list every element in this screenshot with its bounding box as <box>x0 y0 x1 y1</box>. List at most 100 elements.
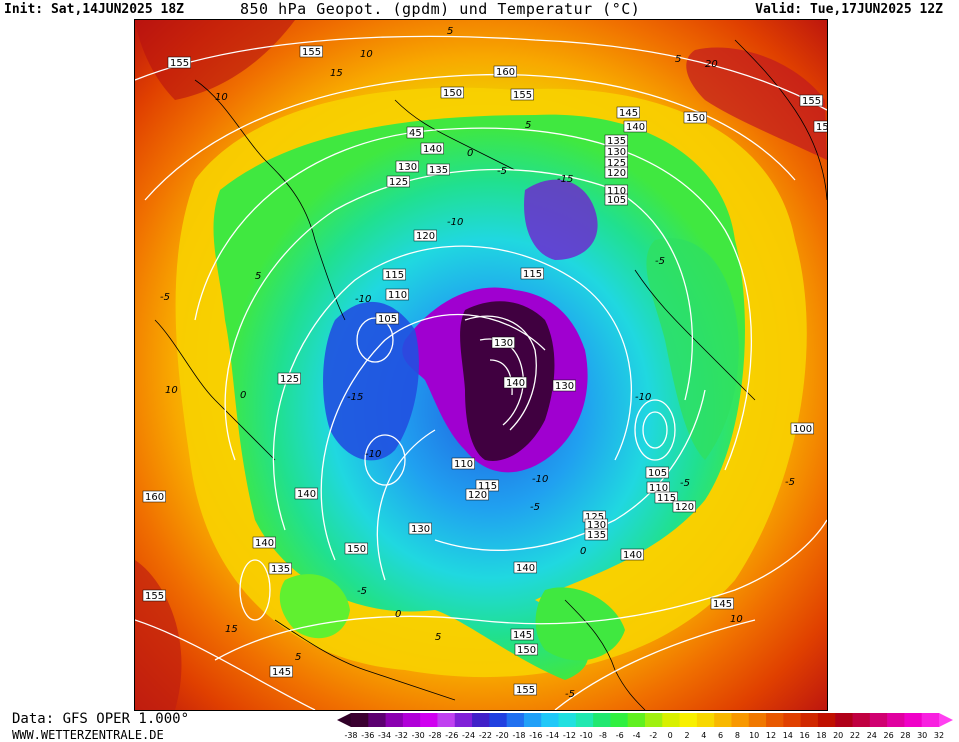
legend-swatch <box>506 713 525 727</box>
legend-tick-label: 10 <box>749 731 759 740</box>
geopotential-label: 145 <box>710 597 734 610</box>
geopotential-label-box <box>510 628 534 641</box>
geopotential-label-text: 155 <box>816 122 827 133</box>
legend-tick-label: -30 <box>412 731 425 740</box>
geopotential-label-box <box>385 288 409 301</box>
legend-tick-label: 14 <box>783 731 793 740</box>
geopotential-label-box <box>672 500 696 513</box>
temperature-label: 0 <box>240 390 246 401</box>
legend-swatch <box>575 713 594 727</box>
geopotential-label-box <box>420 142 444 155</box>
geopotential-label-text: 115 <box>385 270 404 281</box>
geopotential-label-box <box>493 65 517 78</box>
geopotential-label-text: 140 <box>297 489 316 500</box>
temperature-label: -10 <box>635 392 651 403</box>
legend-swatch <box>748 713 767 727</box>
geopotential-label-box <box>406 126 424 139</box>
geopotential-label-box <box>167 56 191 69</box>
legend-tick-label: -12 <box>563 731 576 740</box>
legend-tick-label: 2 <box>684 731 689 740</box>
geopotential-label-text: 130 <box>607 147 626 158</box>
legend-swatch <box>627 713 646 727</box>
geopotential-label: 125 <box>386 175 410 188</box>
geopotential-label: 150 <box>440 86 464 99</box>
geopotential-label-box <box>514 643 538 656</box>
temperature-label: 20 <box>705 59 718 70</box>
geopotential-label-text: 130 <box>555 381 574 392</box>
geopotential-label-box <box>623 120 647 133</box>
legend-arrow-right <box>939 713 953 727</box>
geopotential-label-text: 160 <box>145 492 164 503</box>
geopotential-label: 145 <box>510 628 534 641</box>
geopotential-label: 110 <box>385 288 409 301</box>
legend-tick-label: -24 <box>462 731 475 740</box>
geopotential-label-box <box>382 268 406 281</box>
legend-swatch <box>921 713 940 727</box>
geopotential-label-text: 140 <box>516 563 535 574</box>
geopotential-label-box <box>654 491 678 504</box>
geopotential-label-text: 140 <box>623 550 642 561</box>
legend-swatch <box>420 713 438 727</box>
legend-tick-label: -8 <box>599 731 607 740</box>
geopotential-label: 155 <box>513 683 537 696</box>
legend-arrow-left <box>337 713 351 727</box>
legend-tick-label: 0 <box>668 731 673 740</box>
geopotential-label-box <box>386 175 410 188</box>
geopotential-label-text: 145 <box>619 108 638 119</box>
geopotential-label: 120 <box>604 166 628 179</box>
geopotential-label: 155 <box>813 120 827 133</box>
geopotential-label: 140 <box>623 120 647 133</box>
geopotential-label-text: 135 <box>271 564 290 575</box>
geopotential-label: 135 <box>604 134 628 147</box>
geopotential-label: 145 <box>616 106 640 119</box>
geopotential-label: 110 <box>451 457 475 470</box>
geopotential-label-text: 130 <box>587 520 606 531</box>
geopotential-label: 100 <box>790 422 814 435</box>
geopotential-label-text: 135 <box>429 165 448 176</box>
geopotential-label-text: 140 <box>255 538 274 549</box>
geopotential-label: 155 <box>510 88 534 101</box>
geopotential-label-text: 105 <box>607 195 626 206</box>
geopotential-label-box <box>344 542 368 555</box>
geopotential-label-box <box>604 166 628 179</box>
geopotential-label-box <box>413 229 437 242</box>
temperature-label: -10 <box>365 449 381 460</box>
temperature-label: -5 <box>357 586 367 597</box>
geopotential-label: 105 <box>604 193 628 206</box>
legend-tick-label: 26 <box>884 731 894 740</box>
geopotential-label: 160 <box>142 490 166 503</box>
geopotential-label-text: 45 <box>409 128 422 139</box>
geopotential-label-text: 150 <box>443 88 462 99</box>
init-time: Init: Sat,14JUN2025 18Z <box>4 2 185 17</box>
legend-tick-label: -16 <box>529 731 542 740</box>
geopotential-label-box <box>277 372 301 385</box>
geopotential-label: 135 <box>426 163 450 176</box>
geopotential-label: 140 <box>294 487 318 500</box>
legend-tick-label: 30 <box>917 731 927 740</box>
geopotential-label: 45 <box>406 126 424 139</box>
geopotential-label-text: 115 <box>657 493 676 504</box>
legend-swatch <box>887 713 905 727</box>
geopotential-label-text: 125 <box>607 158 626 169</box>
geopotential-label-text: 125 <box>280 374 299 385</box>
temperature-label: -5 <box>680 478 690 489</box>
geopotential-label-box <box>503 376 527 389</box>
legend-swatch <box>558 713 577 727</box>
geopotential-label-text: 145 <box>272 667 291 678</box>
temperature-label: -15 <box>557 174 573 185</box>
geopotential-label-text: 110 <box>454 459 473 470</box>
legend-swatch <box>437 713 456 727</box>
website[interactable]: WWW.WETTERZENTRALE.DE <box>12 728 164 742</box>
legend-tick-label: 4 <box>701 731 706 740</box>
legend-tick-label: 12 <box>766 731 776 740</box>
legend-tick-label: -4 <box>633 731 641 740</box>
legend-swatch <box>904 713 923 727</box>
legend-tick-label: -22 <box>479 731 492 740</box>
data-source: Data: GFS OPER 1.000° <box>12 711 190 727</box>
legend-swatch <box>714 713 732 727</box>
temperature-label: 0 <box>580 546 586 557</box>
geopotential-label: 125 <box>277 372 301 385</box>
weather-map[interactable]: 10 15 5 5 20 10 5 0 -5 -15 -10 -5 -10 -5 5 10 0 -15 -10 -10… <box>134 19 828 711</box>
purple-zone-north <box>524 179 598 260</box>
coastlines <box>154 39 827 710</box>
